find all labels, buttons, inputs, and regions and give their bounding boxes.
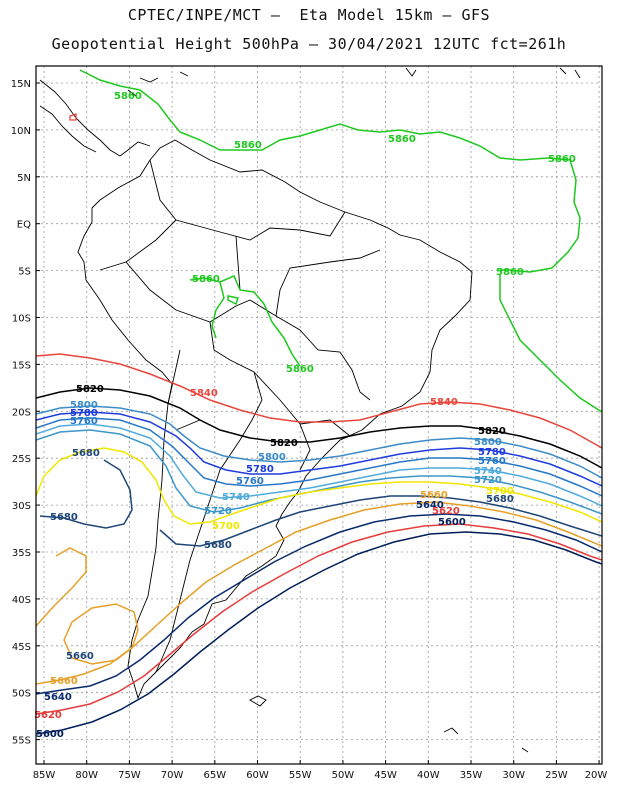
label-5860-e: 5860: [496, 267, 524, 278]
lon-label: 30W: [502, 770, 525, 781]
label-5720-a: 5720: [204, 506, 232, 517]
contour-5860-east: [499, 274, 602, 413]
map-frame: [35, 65, 603, 765]
contour-5820: [36, 387, 602, 469]
lat-label: 5S: [18, 267, 31, 278]
label-5760-c: 5760: [478, 456, 506, 467]
lon-label: 35W: [460, 770, 483, 781]
lon-label: 25W: [545, 770, 568, 781]
label-5820-a: 5820: [76, 384, 104, 395]
label-5780-b: 5780: [246, 464, 274, 475]
label-5700-b: 5700: [486, 486, 514, 497]
lat-label: 15N: [11, 79, 31, 90]
contour-5860-north: [79, 69, 581, 273]
label-5860-f: 5860: [192, 274, 220, 285]
title-line-1: CPTEC/INPE/MCT – Eta Model 15km – GFS: [127, 6, 491, 24]
lon-label: 85W: [33, 770, 56, 781]
latitude-labels: 15N 10N 5N EQ 5S 10S 15S 20S 25S 30S 35S 40S 45S 50S 5…: [11, 79, 31, 747]
lon-label: 70W: [161, 770, 184, 781]
label-5720-b: 5720: [474, 475, 502, 486]
contour-5780: [36, 411, 602, 487]
contour-5660-loop: [63, 603, 139, 665]
contour-5680: [159, 495, 602, 547]
contour-5860-nicaragua: [69, 113, 77, 121]
contour-5600: [36, 531, 602, 735]
label-5820-c: 5820: [478, 426, 506, 437]
label-5600-a: 5600: [36, 729, 64, 740]
contour-5620: [36, 523, 602, 715]
lat-label: 20S: [12, 407, 31, 418]
contour-5800: [36, 405, 602, 479]
label-5820-b: 5820: [270, 438, 298, 449]
lon-label: 60W: [246, 770, 269, 781]
contour-5640: [36, 513, 602, 695]
lon-label: 80W: [75, 770, 98, 781]
label-5740-b: 5740: [474, 466, 502, 477]
contour-5700: [36, 447, 602, 525]
coastlines-borders: [39, 67, 581, 753]
longitude-labels: 85W 80W 75W 70W 65W 60W 55W 50W 45W 40W 35W 30W 25W 2…: [33, 770, 608, 781]
label-5660-a: 5660: [66, 651, 94, 662]
label-5660-c: 5660: [420, 490, 448, 501]
lon-label: 40W: [417, 770, 440, 781]
lat-label: 10S: [12, 314, 31, 325]
label-5640-b: 5640: [416, 500, 444, 511]
label-5780-a: 5780: [70, 408, 98, 419]
lon-label: 65W: [203, 770, 226, 781]
label-5700-a: 5700: [212, 521, 240, 532]
label-5680-c: 5680: [204, 540, 232, 551]
label-5860-d: 5860: [548, 154, 576, 165]
label-5680-b: 5680: [50, 512, 78, 523]
title-line-2: Geopotential Height 500hPa – 30/04/2021 …: [51, 35, 567, 53]
label-5860-a: 5860: [114, 91, 142, 102]
label-5800-b: 5800: [258, 452, 286, 463]
label-5760-a: 5760: [70, 416, 98, 427]
label-5800-a: 5800: [70, 400, 98, 411]
lat-label: EQ: [17, 220, 31, 231]
label-5860-c: 5860: [388, 134, 416, 145]
lon-label: 50W: [332, 770, 355, 781]
lat-label: 50S: [12, 689, 31, 700]
lat-label: 40S: [12, 595, 31, 606]
label-5620-a: 5620: [34, 710, 62, 721]
south-america-coastline: [77, 139, 473, 700]
label-5780-c: 5780: [478, 447, 506, 458]
label-5600-b: 5600: [438, 517, 466, 528]
lat-label: 35S: [12, 548, 31, 559]
label-5680-a: 5680: [72, 448, 100, 459]
lat-label: 15S: [12, 360, 31, 371]
label-5640-a: 5640: [44, 692, 72, 703]
lon-label: 75W: [118, 770, 141, 781]
lon-label: 55W: [289, 770, 312, 781]
lon-label: 45W: [374, 770, 397, 781]
label-5740-a: 5740: [222, 492, 250, 503]
lat-label: 45S: [12, 642, 31, 653]
central-america-coastline: [39, 79, 151, 157]
lat-label: 10N: [11, 126, 31, 137]
contour-5840: [36, 353, 602, 449]
label-5760-b: 5760: [236, 476, 264, 487]
contour-5760: [36, 417, 602, 497]
label-5840-b: 5840: [430, 397, 458, 408]
lat-label: 25S: [12, 454, 31, 465]
contour-labels: 5860 5860 5860 5860 5860 5860 5860 5840 …: [34, 91, 576, 740]
label-5680-d: 5680: [486, 494, 514, 505]
label-5860-g: 5860: [286, 364, 314, 375]
country-borders: [99, 159, 381, 673]
label-5860-b: 5860: [234, 140, 262, 151]
label-5840-a: 5840: [190, 388, 218, 399]
contour-5860-small: [227, 295, 239, 306]
contour-lines: [36, 69, 602, 735]
lat-label: 30S: [12, 501, 31, 512]
label-5660-b: 5660: [50, 676, 78, 687]
lon-label: 20W: [585, 770, 608, 781]
lat-label: 55S: [12, 736, 31, 747]
contour-5740: [36, 423, 602, 507]
contour-5860-amazon: [189, 275, 301, 367]
label-5800-c: 5800: [474, 437, 502, 448]
contour-5680-loop: [39, 459, 133, 529]
label-5620-b: 5620: [432, 506, 460, 517]
lat-label: 5N: [17, 173, 31, 184]
